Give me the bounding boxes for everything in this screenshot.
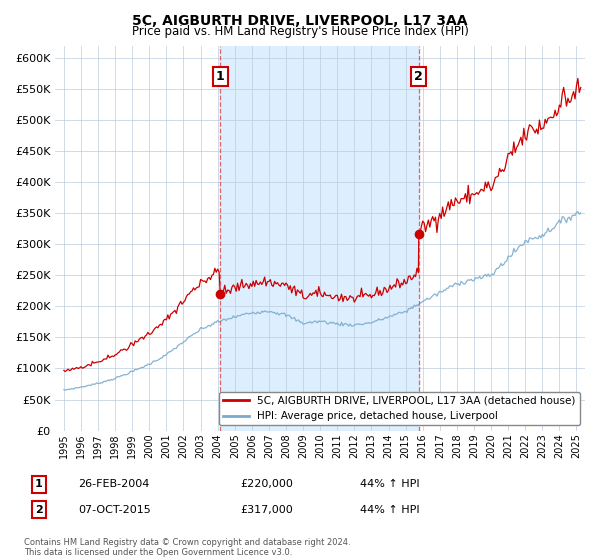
Text: 5C, AIGBURTH DRIVE, LIVERPOOL, L17 3AA: 5C, AIGBURTH DRIVE, LIVERPOOL, L17 3AA: [132, 14, 468, 28]
Text: 44% ↑ HPI: 44% ↑ HPI: [360, 505, 419, 515]
Text: 2: 2: [35, 505, 43, 515]
Text: 44% ↑ HPI: 44% ↑ HPI: [360, 479, 419, 489]
Text: Contains HM Land Registry data © Crown copyright and database right 2024.
This d: Contains HM Land Registry data © Crown c…: [24, 538, 350, 557]
Text: 07-OCT-2015: 07-OCT-2015: [78, 505, 151, 515]
Text: £220,000: £220,000: [240, 479, 293, 489]
Text: £317,000: £317,000: [240, 505, 293, 515]
Text: 26-FEB-2004: 26-FEB-2004: [78, 479, 149, 489]
Bar: [220, 46, 419, 431]
Legend: 5C, AIGBURTH DRIVE, LIVERPOOL, L17 3AA (detached house), HPI: Average price, det: 5C, AIGBURTH DRIVE, LIVERPOOL, L17 3AA (…: [219, 392, 580, 426]
Text: 2: 2: [415, 71, 423, 83]
Text: Price paid vs. HM Land Registry's House Price Index (HPI): Price paid vs. HM Land Registry's House …: [131, 25, 469, 38]
Text: 1: 1: [35, 479, 43, 489]
Text: 1: 1: [216, 71, 224, 83]
